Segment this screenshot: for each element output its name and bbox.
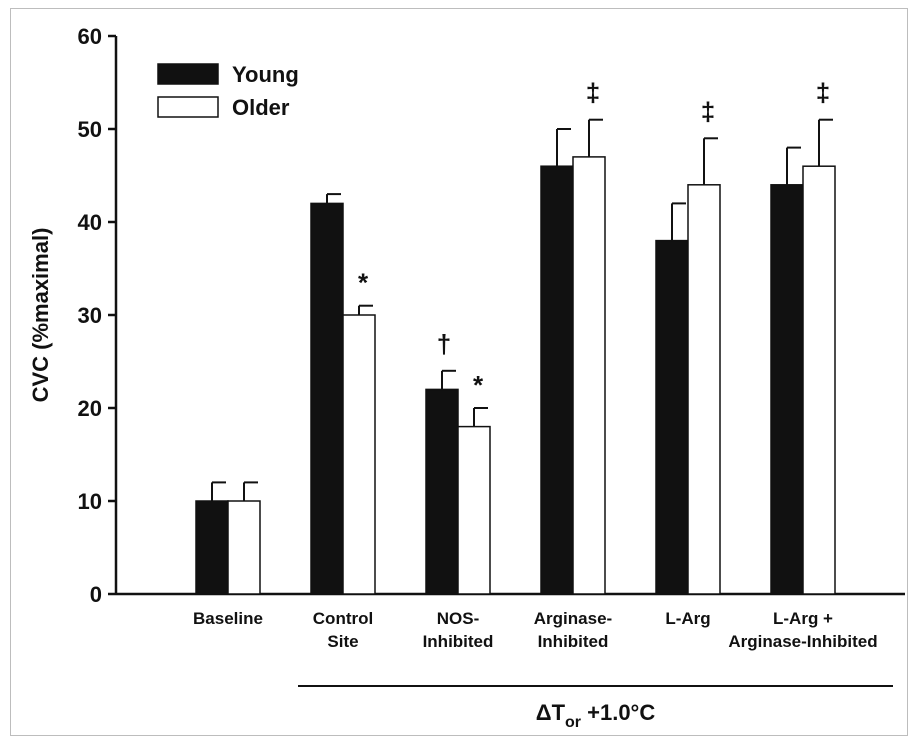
bar-young <box>195 500 229 595</box>
y-tick-label: 30 <box>78 303 102 328</box>
category-label: Arginase-Inhibited <box>728 632 877 651</box>
bar-older <box>802 165 836 595</box>
category-label: Arginase- <box>534 609 612 628</box>
legend-swatch-older <box>157 96 219 118</box>
bar-young <box>770 184 804 595</box>
y-tick-label: 50 <box>78 117 102 142</box>
y-tick-label: 20 <box>78 396 102 421</box>
bar-young <box>425 388 459 595</box>
significance-marker: ‡ <box>816 78 830 108</box>
significance-marker: * <box>473 370 484 400</box>
legend-swatch-young <box>157 63 219 85</box>
category-label: Baseline <box>193 609 263 628</box>
legend-label-young: Young <box>232 62 299 87</box>
y-tick-label: 10 <box>78 489 102 514</box>
y-tick-label: 0 <box>90 582 102 607</box>
bar-older <box>687 184 721 595</box>
y-tick-label: 60 <box>78 24 102 49</box>
bar-young <box>540 165 574 595</box>
significance-marker: ‡ <box>701 96 715 126</box>
bar-older <box>572 156 606 595</box>
y-tick-label: 40 <box>78 210 102 235</box>
category-label: Inhibited <box>538 632 609 651</box>
x-axis-label: ΔTor +1.0°C <box>536 700 656 731</box>
category-label: NOS- <box>437 609 480 628</box>
significance-marker: * <box>358 268 369 298</box>
category-label: L-Arg + <box>773 609 833 628</box>
bar-older <box>457 425 491 595</box>
category-label: Control <box>313 609 373 628</box>
significance-marker: ‡ <box>586 78 600 108</box>
legend-label-older: Older <box>232 95 290 120</box>
bar-young <box>310 202 344 595</box>
category-label: Inhibited <box>423 632 494 651</box>
significance-marker: † <box>437 329 451 359</box>
bar-young <box>655 239 689 595</box>
figure-frame <box>10 8 908 736</box>
bar-older <box>227 500 261 595</box>
y-axis-label: CVC (%maximal) <box>28 228 53 403</box>
category-label: Site <box>327 632 358 651</box>
bar-older <box>342 314 376 595</box>
category-label: L-Arg <box>665 609 710 628</box>
